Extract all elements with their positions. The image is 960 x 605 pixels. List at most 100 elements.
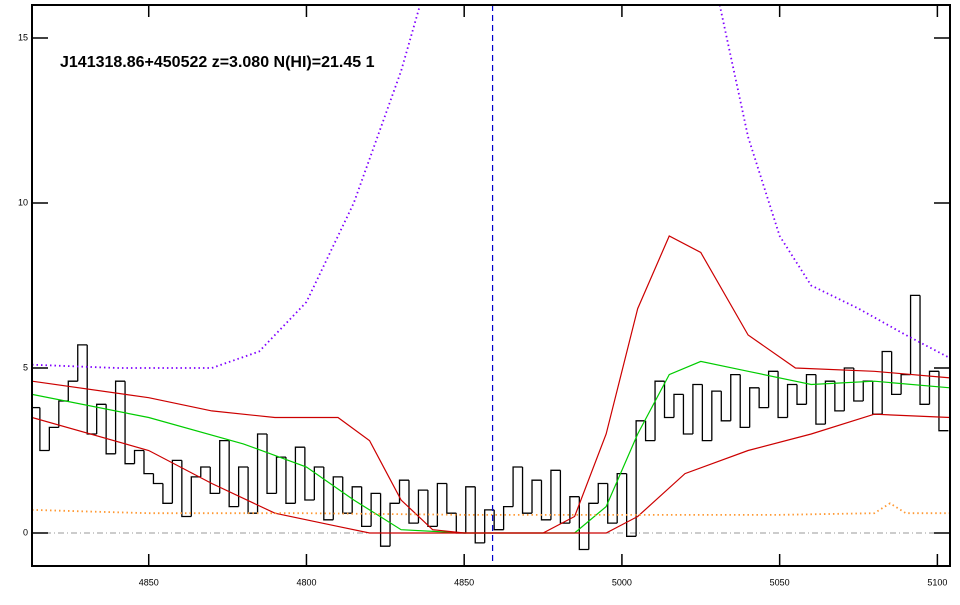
flux-bin bbox=[777, 371, 788, 419]
x-tick-label: 5100 bbox=[927, 577, 947, 587]
flux-bin bbox=[361, 486, 372, 528]
x-tick-label: 4850 bbox=[454, 577, 474, 587]
flux-bin bbox=[730, 373, 741, 421]
flux-bin bbox=[294, 446, 305, 504]
flux-bin bbox=[521, 467, 533, 514]
flux-bin bbox=[550, 469, 561, 520]
flux-bin bbox=[824, 380, 835, 425]
flux-bin bbox=[758, 387, 769, 409]
flux-bin bbox=[853, 368, 864, 402]
flux-bin bbox=[77, 344, 88, 382]
flux-bin bbox=[114, 380, 126, 454]
x-tick-label: 5050 bbox=[770, 577, 790, 587]
flux-bin bbox=[588, 502, 599, 550]
flux-bin bbox=[181, 460, 192, 518]
flux-bin bbox=[512, 466, 523, 507]
flux-bin bbox=[493, 509, 504, 531]
flux-bin bbox=[389, 502, 400, 547]
flux-bin bbox=[67, 380, 78, 401]
flux-bin bbox=[673, 393, 684, 418]
model-line bbox=[32, 360, 950, 534]
flux-bin bbox=[162, 483, 173, 504]
flux-bin bbox=[796, 384, 807, 405]
flux-bin bbox=[39, 407, 50, 452]
model-line bbox=[32, 413, 950, 534]
y-tick-label: 15 bbox=[18, 32, 28, 42]
flux-bin bbox=[200, 466, 211, 477]
flux-bin bbox=[843, 367, 854, 411]
flux-bin bbox=[559, 470, 570, 524]
flux-bin bbox=[417, 489, 428, 524]
y-tick-label: 5 bbox=[23, 362, 28, 372]
flux-bin bbox=[304, 447, 315, 501]
flux-bin bbox=[692, 383, 703, 434]
flux-bin bbox=[313, 466, 324, 500]
flux-bin bbox=[105, 404, 116, 455]
x-tick-label: 4800 bbox=[296, 577, 316, 587]
flux-bin bbox=[332, 476, 343, 520]
flux-bin bbox=[285, 457, 296, 504]
flux-bin bbox=[909, 294, 921, 375]
flux-bin bbox=[446, 483, 457, 514]
flux-bin bbox=[881, 350, 892, 415]
flux-bin bbox=[398, 479, 409, 504]
flux-bin bbox=[133, 449, 144, 464]
x-tick-label: 5000 bbox=[612, 577, 632, 587]
chart-title: J141318.86+450522 z=3.080 N(HI)=21.45 1 bbox=[60, 54, 375, 71]
flux-bin bbox=[86, 344, 97, 435]
flux-bin bbox=[275, 456, 286, 494]
flux-bin bbox=[219, 439, 230, 494]
flux-bin bbox=[351, 486, 362, 514]
flux-bin bbox=[152, 473, 163, 485]
flux-bin bbox=[209, 467, 220, 495]
flux-bin bbox=[635, 420, 646, 537]
flux-bin bbox=[616, 472, 627, 524]
flux-bin bbox=[701, 384, 712, 442]
flux-bin bbox=[578, 496, 589, 551]
flux-bin bbox=[256, 433, 268, 514]
flux-bin bbox=[370, 492, 381, 527]
flux-bin bbox=[749, 387, 760, 428]
flux-bin bbox=[834, 381, 845, 412]
flux-bin bbox=[379, 493, 391, 547]
flux-bin bbox=[408, 480, 419, 524]
flux-bin bbox=[625, 473, 637, 537]
y-tick-label: 10 bbox=[18, 197, 28, 207]
flux-bin bbox=[171, 459, 182, 504]
flux-bin bbox=[531, 479, 542, 514]
flux-bin bbox=[928, 370, 939, 405]
flux-bin bbox=[767, 370, 779, 408]
flux-bin bbox=[663, 381, 674, 419]
flux-bin bbox=[465, 486, 476, 533]
flux-bin bbox=[569, 496, 580, 524]
flux-bin bbox=[597, 482, 608, 504]
flux-bin bbox=[607, 483, 618, 524]
plot-area bbox=[32, 5, 950, 566]
flux-bin bbox=[48, 426, 59, 451]
flux-bin bbox=[654, 380, 665, 441]
flux-bin bbox=[711, 390, 722, 441]
flux-bin bbox=[919, 295, 930, 405]
x-tick-label: 4850 bbox=[139, 577, 159, 587]
flux-bin bbox=[540, 480, 551, 521]
flux-bin bbox=[502, 505, 514, 530]
flux-bin bbox=[228, 440, 239, 508]
flux-bin bbox=[266, 434, 277, 495]
flux-bin bbox=[237, 466, 249, 507]
flux-bin bbox=[474, 486, 485, 544]
flux-bin bbox=[96, 403, 107, 434]
flux-bin bbox=[682, 394, 693, 435]
flux-bin bbox=[890, 351, 902, 396]
flux-bin bbox=[143, 450, 154, 475]
flux-bin bbox=[427, 490, 438, 528]
y-tick-label: 0 bbox=[23, 527, 28, 537]
flux-bin bbox=[190, 476, 201, 517]
flux-bin bbox=[720, 391, 731, 422]
model-line bbox=[32, 5, 950, 369]
frame bbox=[31, 4, 951, 567]
flux-bin bbox=[805, 373, 816, 405]
flux-bin bbox=[124, 381, 135, 465]
flux-bin bbox=[739, 374, 750, 429]
